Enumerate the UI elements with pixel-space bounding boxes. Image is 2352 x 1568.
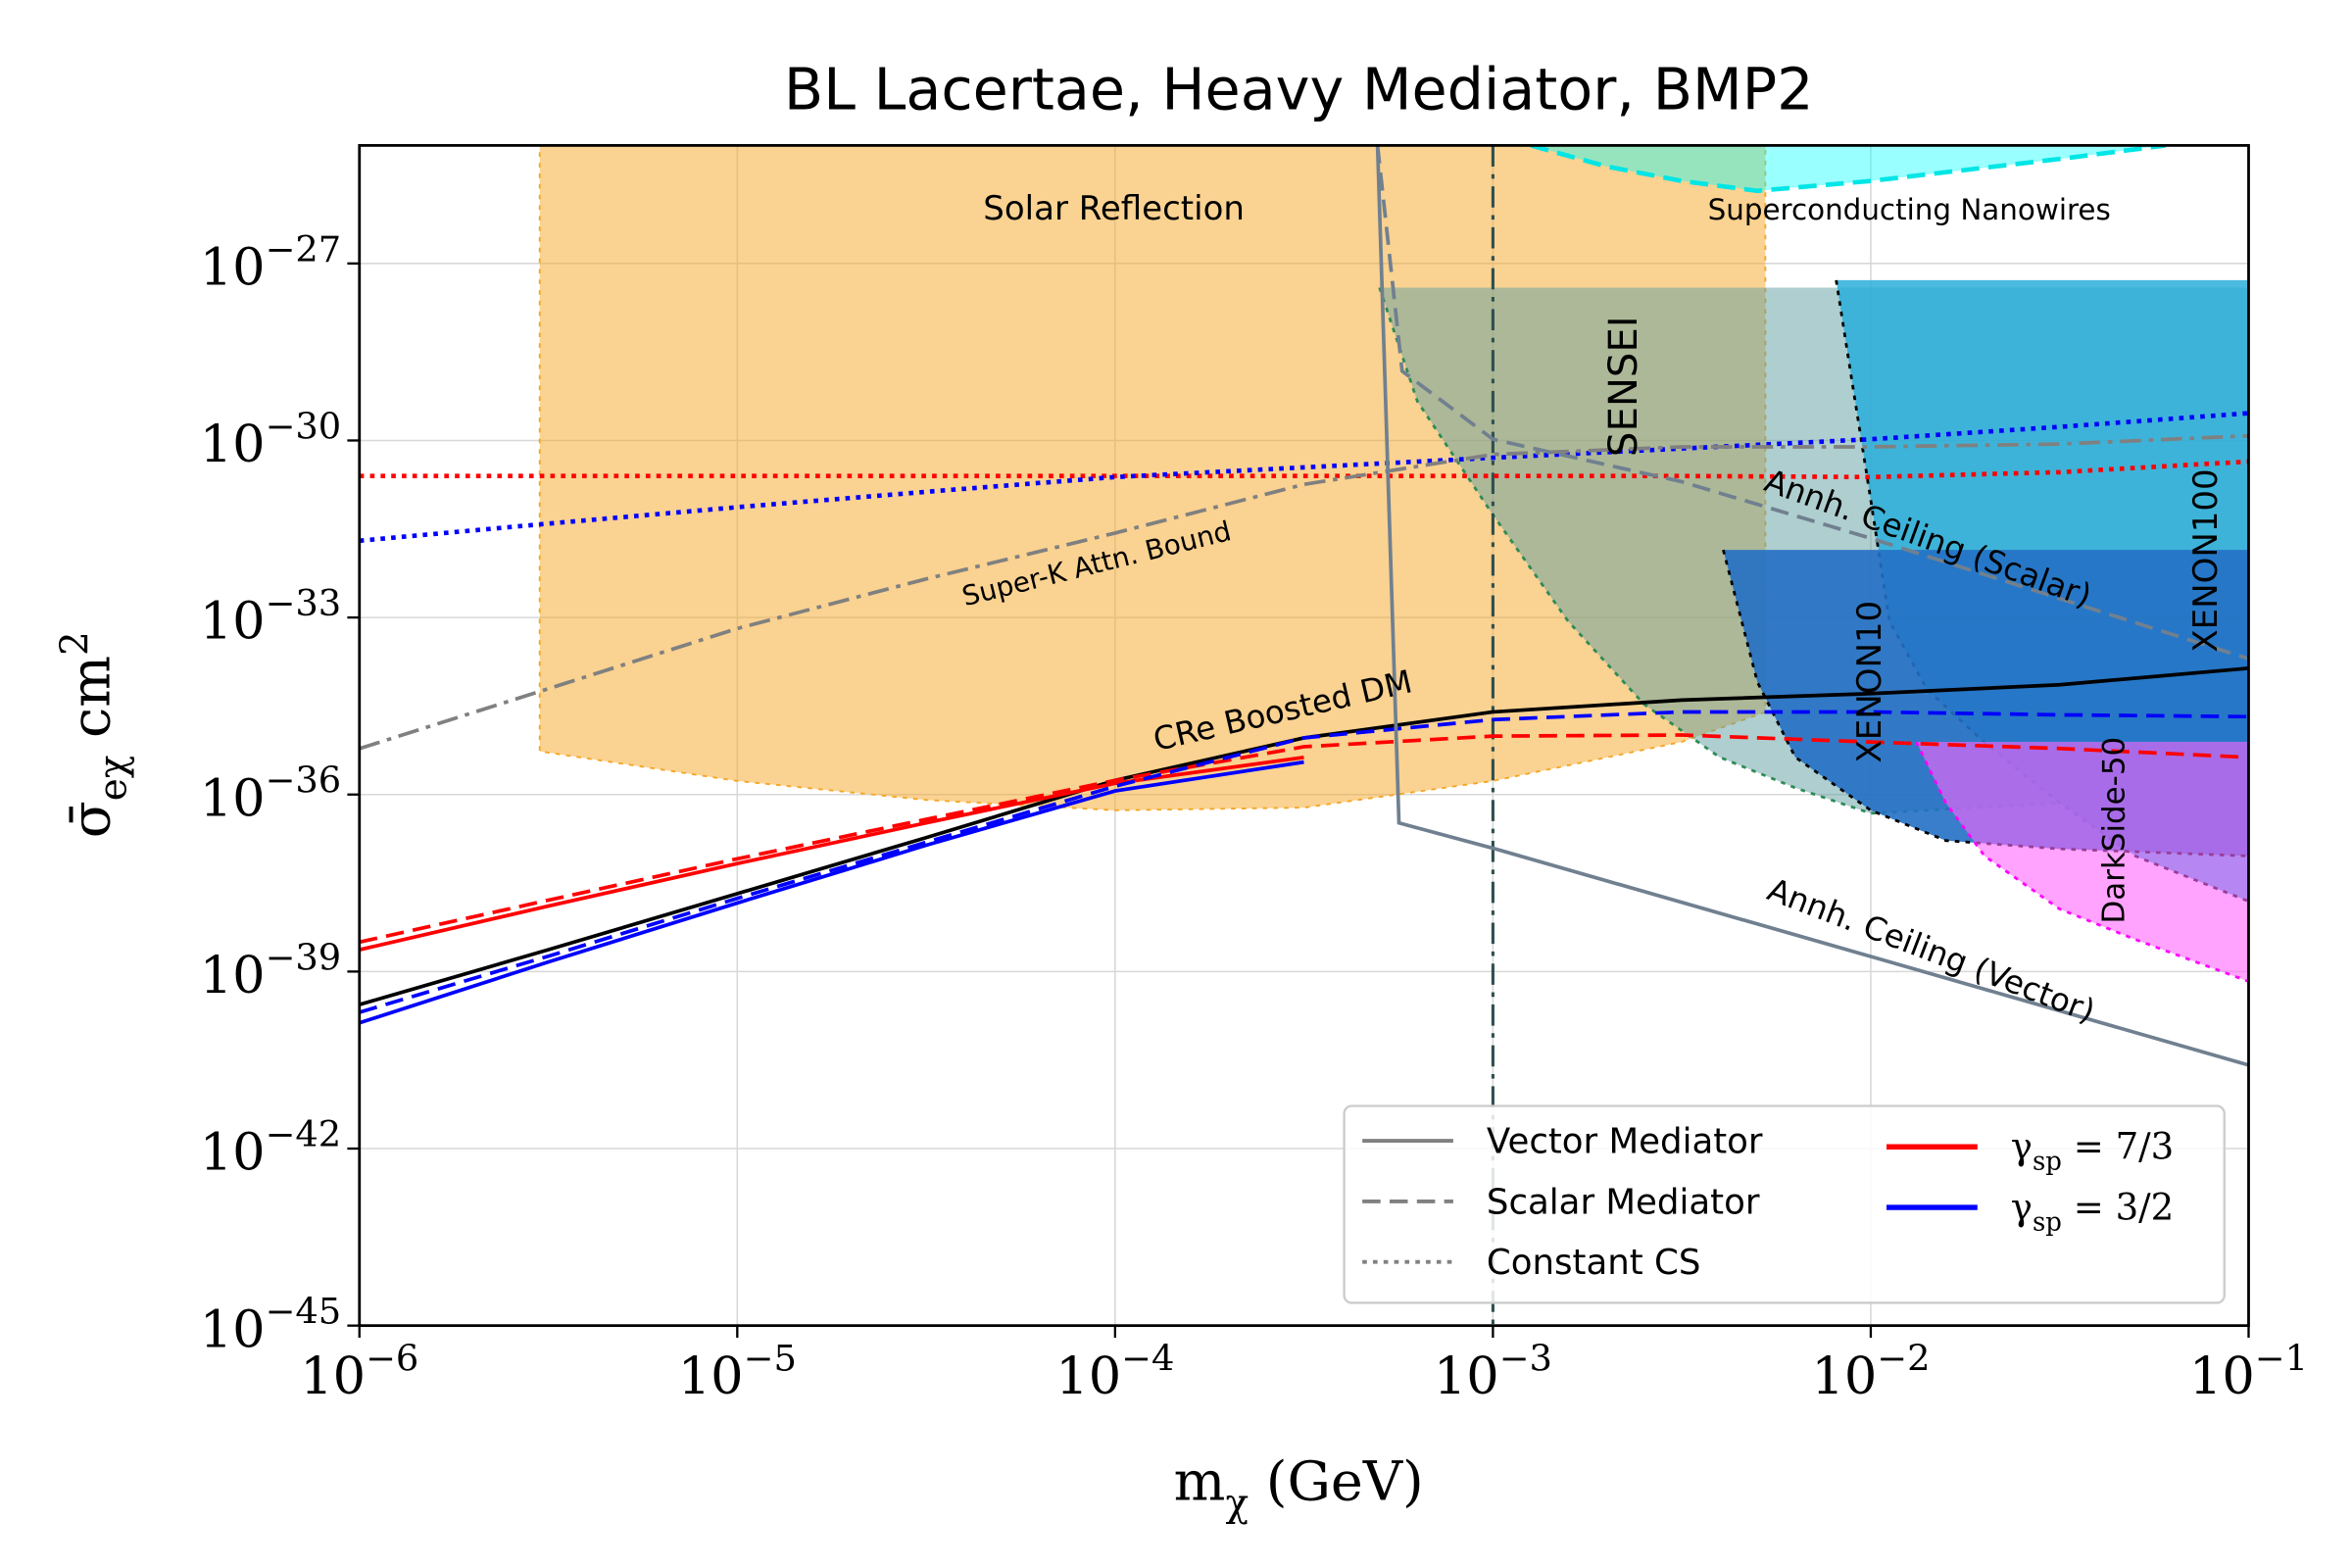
label-rest: = 7/3	[2062, 1126, 2174, 1168]
label-superscript: 2	[53, 631, 97, 656]
legend-label: γsp = 7/3	[2011, 1126, 2175, 1177]
region-edge	[1915, 741, 2249, 983]
x-tick-label: 10−6	[300, 1338, 418, 1407]
label-base: m	[1174, 1449, 1226, 1513]
y-tick-label: 10−36	[200, 760, 341, 829]
label-subscript: χ	[1225, 1482, 1249, 1526]
region-label: XENON100	[2186, 468, 2226, 652]
label-base: 10	[678, 1347, 744, 1406]
label-exponent: −27	[266, 228, 342, 270]
series-line	[359, 433, 2249, 751]
series-line	[359, 459, 2249, 480]
label-exponent: −33	[266, 582, 342, 624]
legend-label: γsp = 3/2	[2011, 1186, 2175, 1237]
label-subscript: sp	[2033, 1148, 2062, 1177]
label-text: Constant CS	[1487, 1243, 1701, 1283]
label-exponent: −6	[366, 1338, 418, 1380]
label-base: 10	[200, 1123, 266, 1183]
label-exponent: −45	[266, 1291, 342, 1333]
label-rest: (GeV)	[1249, 1449, 1424, 1513]
legend-box	[1343, 1104, 2226, 1304]
label-base: 10	[2189, 1347, 2255, 1406]
label-base: 10	[200, 237, 266, 297]
y-tick-label: 10−39	[200, 936, 341, 1005]
region-label: DarkSide-50	[2097, 737, 2132, 924]
label-base: 10	[300, 1347, 366, 1406]
y-tick-label: 10−33	[200, 582, 341, 652]
label-exponent: −2	[1877, 1338, 1930, 1380]
legend-label: Scalar Mediator	[1487, 1182, 1760, 1222]
label-rest: = 3/2	[2062, 1186, 2174, 1228]
label-base: 10	[1055, 1347, 1121, 1406]
label-base: 10	[200, 1299, 266, 1359]
region	[1916, 742, 2249, 982]
chart-title: BL Lacertae, Heavy Mediator, BMP2	[784, 55, 1814, 122]
x-tick-label: 10−4	[1055, 1338, 1174, 1407]
legend-label: Constant CS	[1487, 1243, 1701, 1283]
label-exponent: −3	[1499, 1338, 1552, 1380]
label-base: 10	[200, 768, 266, 828]
region-label: XENON10	[1850, 601, 1889, 763]
label-exponent: −36	[266, 760, 342, 802]
label-base: 10	[200, 415, 266, 474]
label-base: γ	[2011, 1186, 2033, 1228]
series-line	[1375, 145, 2249, 661]
label-text: Scalar Mediator	[1487, 1182, 1760, 1222]
x-tick-label: 10−5	[678, 1338, 797, 1407]
x-tick-label: 10−3	[1434, 1338, 1552, 1407]
label-exponent: −4	[1121, 1338, 1174, 1380]
label-subscript: eχ	[91, 756, 135, 802]
y-tick-label: 10−30	[200, 405, 341, 474]
label-exponent: −42	[266, 1113, 342, 1155]
x-axis-label: mχ (GeV)	[1174, 1449, 1424, 1526]
label-subscript: sp	[2033, 1208, 2062, 1238]
label-exponent: −5	[744, 1338, 797, 1380]
region	[1531, 145, 2166, 191]
x-tick-label: 10−1	[2189, 1338, 2308, 1407]
x-tick-label: 10−2	[1811, 1338, 1930, 1407]
label-exponent: −39	[266, 936, 342, 978]
region-edge	[1378, 287, 2249, 815]
label-base: γ	[2011, 1126, 2033, 1168]
label-exponent: −30	[266, 405, 342, 447]
region-label: Superconducting Nanowires	[1708, 193, 2111, 226]
label-base: 10	[200, 592, 266, 652]
y-axis-label: σ̄eχ cm2	[53, 631, 135, 838]
label-exponent: −1	[2255, 1338, 2308, 1380]
series-line	[359, 411, 2249, 544]
label-base: 10	[200, 946, 266, 1005]
region-label: SENSEI	[1601, 316, 1646, 457]
label-rest: cm	[60, 656, 123, 756]
label-base: 10	[1434, 1347, 1499, 1406]
label-base: σ̄	[60, 801, 123, 838]
y-tick-label: 10−42	[200, 1113, 341, 1183]
y-tick-label: 10−45	[200, 1291, 341, 1360]
region-edge	[1530, 145, 2167, 194]
label-base: 10	[1811, 1347, 1877, 1406]
region-label: Solar Reflection	[983, 189, 1245, 228]
series-line	[359, 733, 2249, 945]
plot-frame	[358, 144, 2250, 1328]
series-line	[359, 710, 2249, 1014]
series-line	[359, 760, 1304, 1025]
series-line	[1375, 145, 2249, 1067]
y-tick-label: 10−27	[200, 228, 341, 298]
legend-label: Vector Mediator	[1487, 1121, 1763, 1161]
label-text: Vector Mediator	[1487, 1121, 1763, 1161]
